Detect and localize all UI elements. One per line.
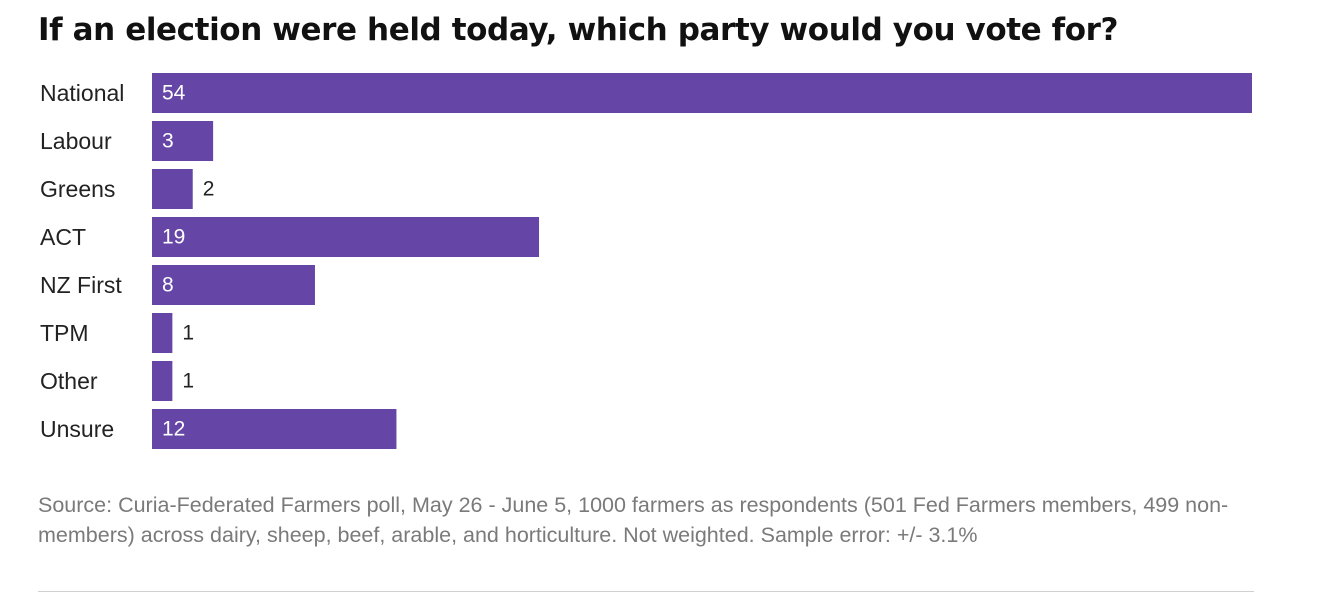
category-label: ACT bbox=[40, 224, 86, 250]
value-label: 12 bbox=[162, 418, 185, 441]
bar bbox=[152, 361, 173, 401]
value-label: 1 bbox=[182, 322, 194, 345]
value-label: 3 bbox=[162, 130, 174, 153]
value-label: 2 bbox=[203, 178, 215, 201]
category-label: Labour bbox=[40, 128, 112, 154]
value-label: 54 bbox=[162, 82, 186, 105]
category-label: Greens bbox=[40, 176, 115, 202]
value-label: 8 bbox=[162, 274, 174, 297]
category-label: Unsure bbox=[40, 416, 114, 442]
source-note: Source: Curia-Federated Farmers poll, Ma… bbox=[38, 493, 1229, 547]
category-label: TPM bbox=[40, 320, 89, 346]
value-label: 1 bbox=[182, 370, 194, 393]
bar bbox=[152, 409, 397, 449]
bar bbox=[152, 73, 1252, 113]
value-label: 19 bbox=[162, 226, 185, 249]
bar bbox=[152, 217, 540, 257]
bottom-divider bbox=[38, 591, 1254, 592]
chart-title: If an election were held today, which pa… bbox=[38, 12, 1119, 48]
bar-chart: National 54 Labour 3 Greens 2 ACT 19 NZ First 8 TP… bbox=[40, 73, 1252, 449]
bar bbox=[152, 313, 173, 353]
bar bbox=[152, 121, 214, 161]
category-label: National bbox=[40, 80, 124, 106]
bar bbox=[152, 265, 315, 305]
category-label: NZ First bbox=[40, 272, 122, 298]
category-label: Other bbox=[40, 368, 98, 394]
bar bbox=[152, 169, 193, 209]
